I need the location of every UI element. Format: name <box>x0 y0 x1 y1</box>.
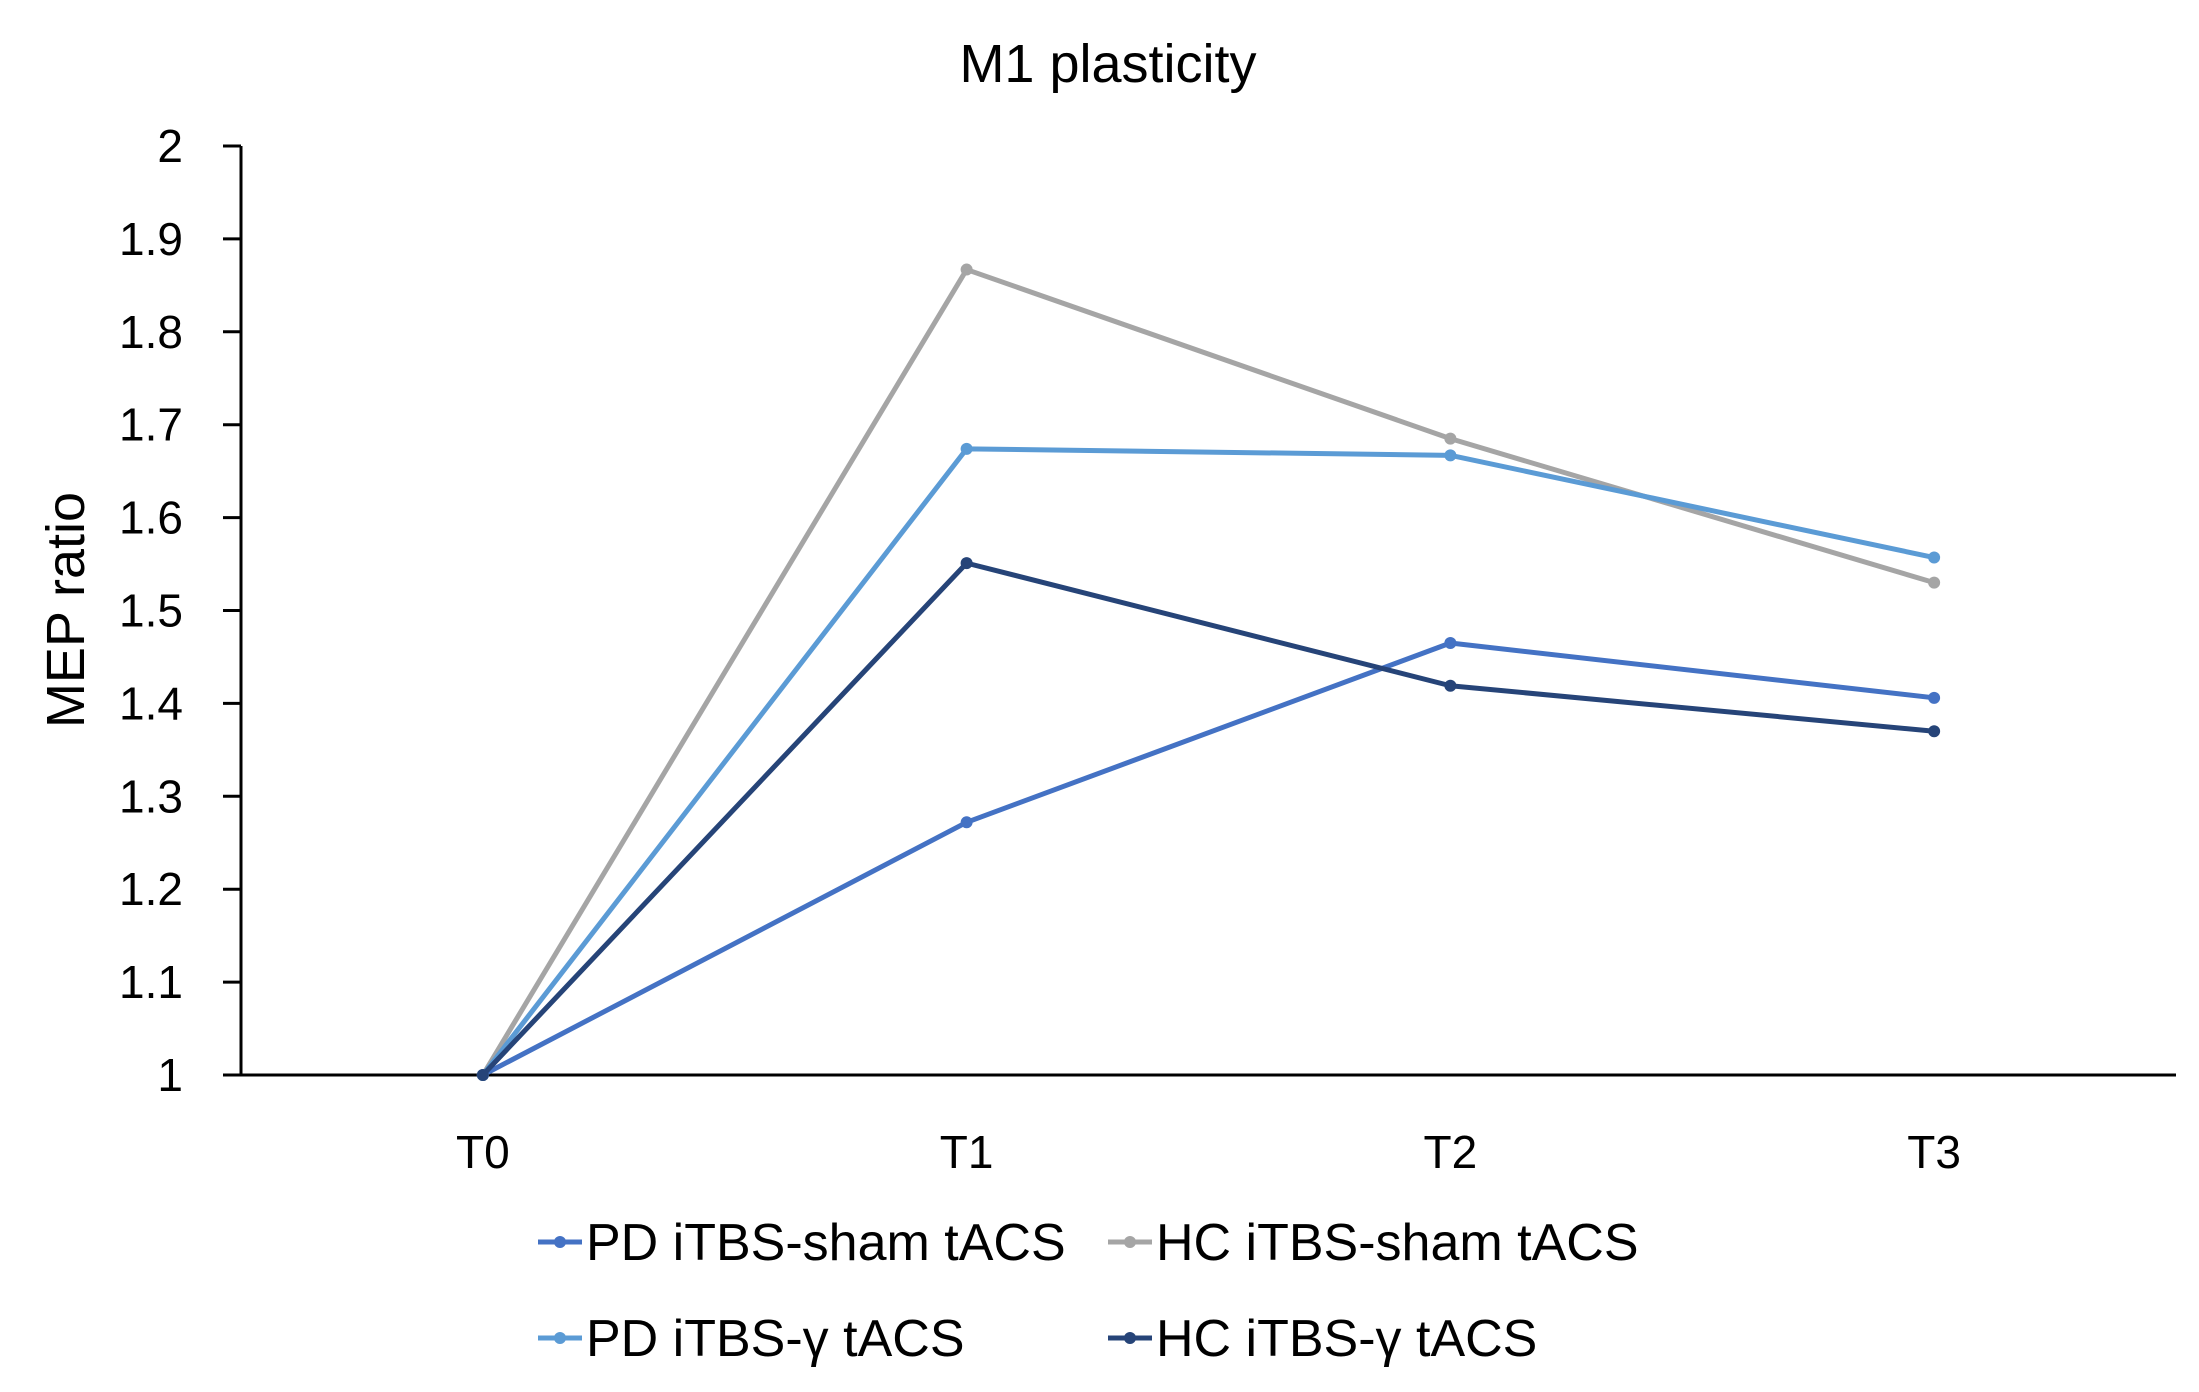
series-2 <box>476 442 1941 1081</box>
y-axis-label: MEP ratio <box>36 492 96 728</box>
series-3 <box>476 557 1941 1081</box>
legend-item: PD iTBS-sham tACS <box>538 1214 1066 1272</box>
legend-label: HC iTBS-γ tACS <box>1156 1310 1537 1368</box>
data-point <box>960 442 973 455</box>
data-point <box>1444 449 1457 462</box>
data-point <box>1444 637 1457 650</box>
series-group <box>476 263 1941 1081</box>
y-tick-label: 1.8 <box>119 306 183 358</box>
legend-item: HC iTBS-sham tACS <box>1108 1214 1639 1272</box>
legend: PD iTBS-sham tACS HC iTBS-sham tACS PD iTB… <box>538 1214 1639 1368</box>
y-tick-label: 1.5 <box>119 585 183 637</box>
legend-point-marker <box>1124 1332 1136 1344</box>
data-point <box>1444 432 1457 445</box>
legend-label: HC iTBS-sham tACS <box>1156 1214 1639 1272</box>
x-axis-ticks: T0 T1 T2 T3 <box>456 1126 1961 1178</box>
x-tick-label: T1 <box>940 1126 994 1178</box>
legend-item: HC iTBS-γ tACS <box>1108 1310 1537 1368</box>
y-tick-label: 1.3 <box>119 770 183 822</box>
x-tick-label: T3 <box>1907 1126 1961 1178</box>
y-tick-label: 1.2 <box>119 863 183 915</box>
data-point <box>1928 551 1941 564</box>
y-tick-label: 1.7 <box>119 399 183 451</box>
series-line <box>481 640 1935 1078</box>
series-line <box>480 446 1935 1077</box>
legend-point-marker <box>554 1236 566 1248</box>
y-tick-label: 1.1 <box>119 956 183 1008</box>
y-tick-label: 1.4 <box>119 677 183 729</box>
data-point <box>1928 725 1941 738</box>
legend-point-marker <box>1124 1236 1136 1248</box>
legend-point-marker <box>554 1332 566 1344</box>
y-axis-ticks: 1 1.1 1.2 1.3 1.4 1.5 1.6 1.7 1.8 1.9 2 <box>119 120 241 1101</box>
data-point <box>960 557 973 570</box>
y-tick-label: 1.6 <box>119 492 183 544</box>
data-point <box>1928 691 1941 704</box>
legend-label: PD iTBS-γ tACS <box>586 1310 965 1368</box>
data-point <box>960 263 973 276</box>
series-line <box>481 560 1935 1077</box>
x-tick-label: T0 <box>456 1126 510 1178</box>
data-point <box>960 816 973 829</box>
data-point <box>476 1069 489 1081</box>
y-tick-label: 1 <box>157 1049 183 1101</box>
y-tick-label: 2 <box>157 120 183 172</box>
y-tick-label: 1.9 <box>119 213 183 265</box>
series-0 <box>476 637 1941 1081</box>
data-point <box>1928 576 1941 589</box>
x-tick-label: T2 <box>1424 1126 1478 1178</box>
data-point <box>1444 679 1457 692</box>
legend-item: PD iTBS-γ tACS <box>538 1310 965 1368</box>
series-line <box>480 267 1935 1077</box>
chart-title: M1 plasticity <box>959 34 1256 94</box>
legend-label: PD iTBS-sham tACS <box>586 1214 1066 1272</box>
